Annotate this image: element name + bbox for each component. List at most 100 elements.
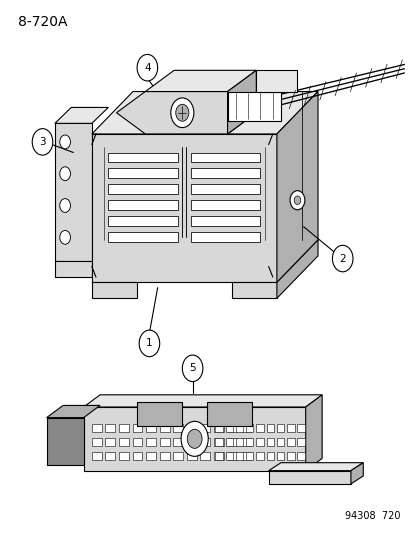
Polygon shape [159,424,169,432]
Polygon shape [92,134,276,282]
Polygon shape [206,402,252,425]
Polygon shape [227,92,280,120]
Polygon shape [47,406,100,418]
Circle shape [59,230,70,244]
Circle shape [137,54,157,81]
Polygon shape [227,452,237,460]
Polygon shape [297,452,304,460]
Text: 1: 1 [146,338,152,349]
Circle shape [59,199,70,213]
Polygon shape [159,452,169,460]
Polygon shape [305,395,321,471]
Polygon shape [132,452,142,460]
Circle shape [294,196,300,205]
Polygon shape [190,168,260,178]
Polygon shape [173,452,183,460]
Polygon shape [173,424,183,432]
Polygon shape [159,438,169,446]
Circle shape [139,330,159,357]
Polygon shape [92,424,102,432]
Polygon shape [55,108,108,123]
Polygon shape [287,438,294,446]
Polygon shape [350,463,362,484]
Polygon shape [190,152,260,162]
Polygon shape [225,438,233,446]
Polygon shape [108,168,178,178]
Polygon shape [214,424,223,432]
Polygon shape [119,438,128,446]
Polygon shape [231,282,276,298]
Polygon shape [132,438,142,446]
Polygon shape [83,395,321,407]
Polygon shape [240,438,250,446]
Polygon shape [92,452,102,460]
Polygon shape [235,424,242,432]
Polygon shape [297,424,304,432]
Polygon shape [92,240,317,282]
Polygon shape [268,463,362,471]
Polygon shape [256,424,263,432]
Circle shape [59,167,70,181]
Polygon shape [200,424,210,432]
Polygon shape [105,424,115,432]
Circle shape [180,421,208,456]
Polygon shape [92,438,102,446]
Polygon shape [200,438,210,446]
Text: 8-720A: 8-720A [18,14,67,29]
Polygon shape [266,438,273,446]
Polygon shape [146,438,156,446]
Circle shape [171,98,193,127]
Text: 4: 4 [144,63,150,72]
Polygon shape [276,424,284,432]
Polygon shape [146,452,156,460]
Polygon shape [235,452,242,460]
Polygon shape [108,200,178,210]
Circle shape [290,191,304,210]
Polygon shape [108,216,178,225]
Polygon shape [146,424,156,432]
Polygon shape [119,424,128,432]
Text: 2: 2 [339,254,345,263]
Polygon shape [186,424,196,432]
Polygon shape [137,402,182,425]
Polygon shape [92,282,137,298]
Polygon shape [227,438,237,446]
Polygon shape [108,184,178,194]
Polygon shape [245,438,253,446]
Polygon shape [240,452,250,460]
Polygon shape [215,438,222,446]
Polygon shape [119,452,128,460]
Polygon shape [266,452,273,460]
Polygon shape [276,92,317,282]
Polygon shape [214,452,223,460]
Polygon shape [116,92,256,134]
Polygon shape [245,452,253,460]
Polygon shape [55,261,92,277]
Polygon shape [186,452,196,460]
Polygon shape [55,123,92,261]
Polygon shape [256,70,297,92]
Polygon shape [92,92,317,134]
Polygon shape [190,216,260,225]
Polygon shape [240,424,250,432]
Polygon shape [276,438,284,446]
Polygon shape [245,424,253,432]
Polygon shape [186,438,196,446]
Polygon shape [200,452,210,460]
Polygon shape [214,438,223,446]
Polygon shape [83,407,305,471]
Polygon shape [173,438,183,446]
Polygon shape [256,452,263,460]
Polygon shape [287,424,294,432]
Polygon shape [225,424,233,432]
Polygon shape [215,424,222,432]
Circle shape [32,128,53,155]
Polygon shape [190,184,260,194]
Polygon shape [225,452,233,460]
Circle shape [176,104,188,121]
Circle shape [332,245,352,272]
Polygon shape [190,200,260,210]
Polygon shape [105,438,115,446]
Polygon shape [227,70,256,134]
Polygon shape [268,471,350,484]
